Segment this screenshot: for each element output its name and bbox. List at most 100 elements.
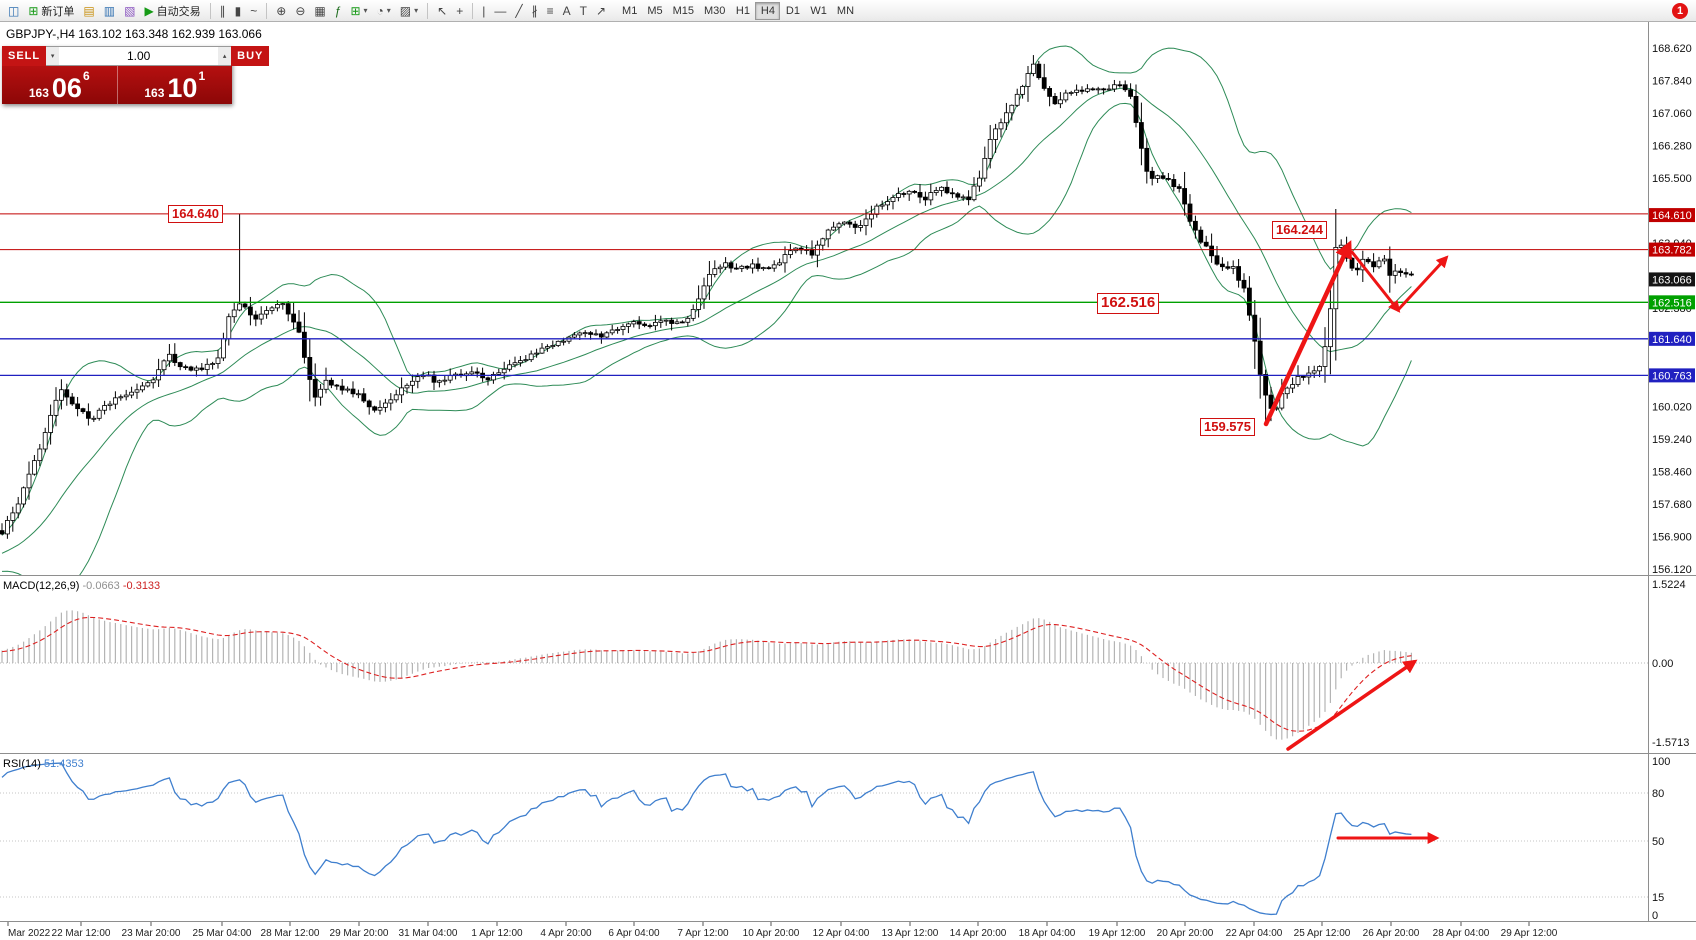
price-callout[interactable]: 164.640: [168, 205, 223, 224]
timeframe-m15[interactable]: M15: [668, 2, 699, 20]
volume-decrease-arrow[interactable]: ▾: [46, 47, 60, 65]
svg-text:28 Apr 04:00: 28 Apr 04:00: [1433, 928, 1490, 939]
buy-button[interactable]: BUY: [231, 46, 270, 66]
svg-text:168.620: 168.620: [1652, 43, 1692, 55]
new-order-label: 新订单: [41, 5, 75, 18]
svg-text:25 Apr 12:00: 25 Apr 12:00: [1294, 928, 1351, 939]
svg-text:20 Apr 20:00: 20 Apr 20:00: [1157, 928, 1214, 939]
arrow-tool-button[interactable]: ↗: [592, 1, 610, 20]
trend-arrow[interactable]: [1350, 250, 1401, 313]
cursor-button[interactable]: ↖: [433, 1, 451, 20]
text-button[interactable]: A: [559, 1, 575, 20]
svg-text:162.516: 162.516: [1652, 297, 1692, 309]
autotrading-button[interactable]: ▶ 自动交易: [140, 1, 204, 20]
svg-text:18 Apr 04:00: 18 Apr 04:00: [1019, 928, 1076, 939]
market-watch-button[interactable]: ▥: [100, 1, 119, 20]
sell-price[interactable]: 163 06 6: [2, 66, 118, 104]
price-tag: [1649, 272, 1695, 287]
line-chart-button[interactable]: ~: [246, 1, 261, 20]
timeframe-h4[interactable]: H4: [755, 1, 781, 20]
new-order-button[interactable]: ⊞ 新订单: [24, 1, 78, 20]
svg-text:166.280: 166.280: [1652, 141, 1692, 153]
macd-name: MACD(12,26,9): [3, 580, 80, 592]
price-tag: [1649, 208, 1695, 223]
templates-button[interactable]: ▨ ▾: [396, 1, 422, 20]
svg-text:4 Apr 20:00: 4 Apr 20:00: [540, 928, 592, 939]
buy-price[interactable]: 163 10 1: [118, 66, 233, 104]
timeframe-h1[interactable]: H1: [730, 2, 755, 20]
ohlc-bars-button[interactable]: ∥: [216, 1, 230, 20]
trend-arrow[interactable]: [1396, 255, 1449, 312]
periods-button[interactable]: ◔ ▾: [373, 1, 395, 20]
svg-text:164.610: 164.610: [1652, 210, 1692, 222]
label-button[interactable]: T: [576, 1, 591, 20]
price-callout[interactable]: 162.516: [1097, 293, 1160, 314]
autotrading-label: 自动交易: [156, 5, 201, 18]
svg-text:29 Mar 20:00: 29 Mar 20:00: [330, 928, 389, 939]
vertical-line-button[interactable]: |: [478, 1, 489, 20]
navigator-button[interactable]: ▧: [120, 1, 139, 20]
svg-text:22 Apr 04:00: 22 Apr 04:00: [1226, 928, 1283, 939]
new-chart-button[interactable]: ⊞ ▾: [346, 1, 371, 20]
candlestick-button[interactable]: ▮: [231, 1, 246, 20]
svg-text:28 Mar 12:00: 28 Mar 12:00: [261, 928, 320, 939]
price-axis: 168.620167.840167.060166.280165.500163.9…: [1649, 43, 1695, 922]
price-callout[interactable]: 159.575: [1200, 418, 1255, 437]
market-watch-icon: ▥: [103, 3, 116, 18]
trendline-button[interactable]: ╱: [511, 1, 526, 20]
price-callout[interactable]: 164.244: [1272, 221, 1327, 240]
horizontal-line-button[interactable]: —: [490, 1, 510, 20]
svg-text:160.763: 160.763: [1652, 370, 1692, 382]
trend-arrow[interactable]: [1286, 659, 1418, 751]
cursor-icon: ↖: [437, 3, 448, 18]
zoom-out-button[interactable]: ⊖: [291, 1, 309, 20]
svg-text:29 Apr 12:00: 29 Apr 12:00: [1501, 928, 1558, 939]
svg-text:23 Mar 20:00: 23 Mar 20:00: [122, 928, 181, 939]
notifications-badge[interactable]: 1: [1672, 2, 1688, 19]
price-tag: [1649, 368, 1695, 383]
zoom-in-icon: ⊕: [276, 3, 287, 18]
buy-big-figure: 163: [144, 86, 165, 100]
caret-down-icon: ▾: [414, 6, 419, 15]
timeframe-m5[interactable]: M5: [642, 2, 667, 20]
svg-text:-1.5713: -1.5713: [1652, 737, 1689, 749]
toolbar-separator: [266, 2, 268, 19]
candlestick-icon: ▮: [234, 3, 242, 18]
volume-stepper: ▾ ▴: [46, 46, 232, 66]
charts-button[interactable]: ▤: [79, 1, 98, 20]
macd-main-value: -0.0663: [82, 580, 120, 592]
svg-text:159.240: 159.240: [1652, 434, 1692, 446]
tile-windows-icon: ▦: [314, 3, 326, 18]
volume-input[interactable]: [59, 47, 219, 65]
channel-button[interactable]: ∦: [528, 1, 542, 20]
rsi-pane[interactable]: [0, 762, 1648, 916]
sell-button[interactable]: SELL: [2, 46, 47, 66]
trend-arrow[interactable]: [1263, 240, 1352, 427]
timeframe-m1[interactable]: M1: [617, 2, 642, 20]
label-icon: T: [579, 3, 587, 18]
app-button[interactable]: ◫: [4, 1, 23, 20]
svg-text:163.066: 163.066: [1652, 274, 1692, 286]
charts-icon: ▤: [83, 3, 95, 18]
toolbar-separator: [209, 2, 211, 19]
chart-symbol-ohlc-label: GBPJPY-,H4 163.102 163.348 162.939 163.0…: [6, 27, 262, 41]
macd-pane[interactable]: [0, 610, 1648, 740]
svg-text:156.120: 156.120: [1652, 564, 1692, 576]
svg-text:158.460: 158.460: [1652, 466, 1692, 478]
trade-controls-row: SELL ▾ ▴ BUY: [2, 46, 270, 66]
price-pane[interactable]: [0, 45, 1648, 593]
zoom-in-button[interactable]: ⊕: [272, 1, 290, 20]
crosshair-button[interactable]: +: [452, 1, 467, 20]
volume-increase-arrow[interactable]: ▴: [218, 47, 232, 65]
timeframe-mn[interactable]: MN: [832, 2, 859, 20]
timeframe-w1[interactable]: W1: [805, 2, 832, 20]
tile-windows-button[interactable]: ▦: [310, 1, 329, 20]
timeframe-m30[interactable]: M30: [699, 2, 730, 20]
fibonacci-button[interactable]: ≡: [543, 1, 558, 20]
svg-text:19 Apr 12:00: 19 Apr 12:00: [1089, 928, 1146, 939]
timeframe-d1[interactable]: D1: [780, 2, 805, 20]
indicators-button[interactable]: ƒ: [331, 1, 346, 20]
svg-text:100: 100: [1652, 756, 1670, 768]
